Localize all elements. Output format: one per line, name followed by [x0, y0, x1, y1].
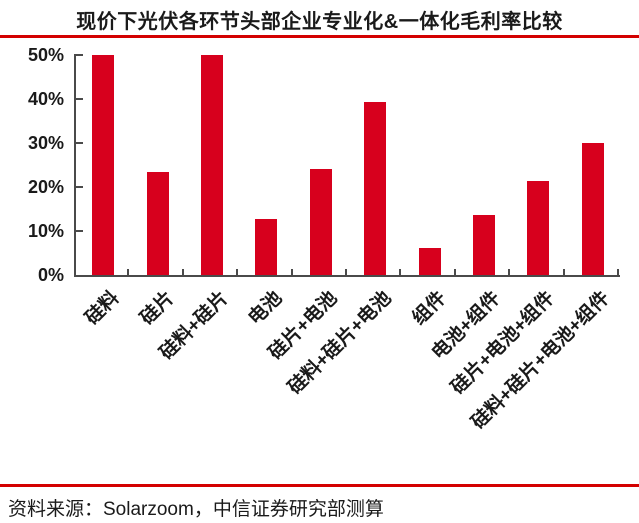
- x-tick-mark: [617, 269, 619, 275]
- x-tick-mark: [399, 269, 402, 275]
- bar-硅料: [92, 55, 115, 275]
- x-tick-mark: [127, 269, 130, 275]
- bar-硅料+硅片+电池+组件: [581, 143, 604, 275]
- bar-slot: [185, 55, 239, 275]
- source-note: 资料来源：Solarzoom，中信证券研究部测算: [8, 499, 384, 520]
- bar-电池: [255, 219, 278, 275]
- bar-组件: [418, 248, 441, 275]
- bar-slot: [239, 55, 293, 275]
- bar-硅片: [146, 171, 169, 275]
- y-tick-mark: [76, 54, 83, 56]
- y-tick-label: 0%: [37, 265, 64, 285]
- y-tick-label: 50%: [27, 45, 64, 65]
- y-tick-mark: [76, 186, 83, 188]
- bar-硅片+电池: [309, 169, 332, 275]
- bar-slot: [348, 55, 402, 275]
- x-tick-mark: [236, 269, 239, 275]
- bar-硅料+硅片: [201, 55, 224, 275]
- bar-slot: [457, 55, 511, 275]
- x-category-label: 电池: [245, 287, 287, 330]
- chart-title: 现价下光伏各环节头部企业专业化&一体化毛利率比较: [76, 11, 563, 33]
- bar-slot: [511, 55, 565, 275]
- bar-slot: [402, 55, 456, 275]
- x-tick-mark: [290, 269, 293, 275]
- bar-slot: [130, 55, 184, 275]
- title-underline-rule: [0, 35, 639, 38]
- x-tick-mark: [181, 269, 184, 275]
- y-tick-label: 30%: [27, 133, 64, 153]
- y-tick-label: 20%: [27, 177, 64, 197]
- y-tick-mark: [76, 98, 83, 100]
- x-tick-mark: [345, 269, 347, 275]
- x-tick-mark: [453, 269, 456, 275]
- x-category-label: 硅片: [136, 287, 178, 330]
- bar-slot: [294, 55, 348, 275]
- plot-area: [76, 55, 620, 275]
- y-axis-line: [74, 54, 76, 277]
- y-tick-mark: [76, 230, 83, 232]
- y-tick-label: 40%: [27, 89, 64, 109]
- x-tick-mark: [508, 269, 511, 275]
- x-tick-mark: [562, 269, 565, 275]
- x-category-label: 硅料: [81, 287, 124, 330]
- bar-硅片+电池+组件: [527, 181, 550, 275]
- y-tick-label: 10%: [27, 221, 64, 241]
- bar-电池+组件: [473, 215, 496, 275]
- x-category-label: 组件: [408, 287, 450, 330]
- bar-slot: [76, 55, 130, 275]
- y-tick-mark: [76, 142, 83, 144]
- bar-slot: [566, 55, 620, 275]
- bar-硅料+硅片+电池: [364, 101, 387, 275]
- footer-rule: [0, 484, 639, 487]
- x-axis-line: [74, 275, 620, 277]
